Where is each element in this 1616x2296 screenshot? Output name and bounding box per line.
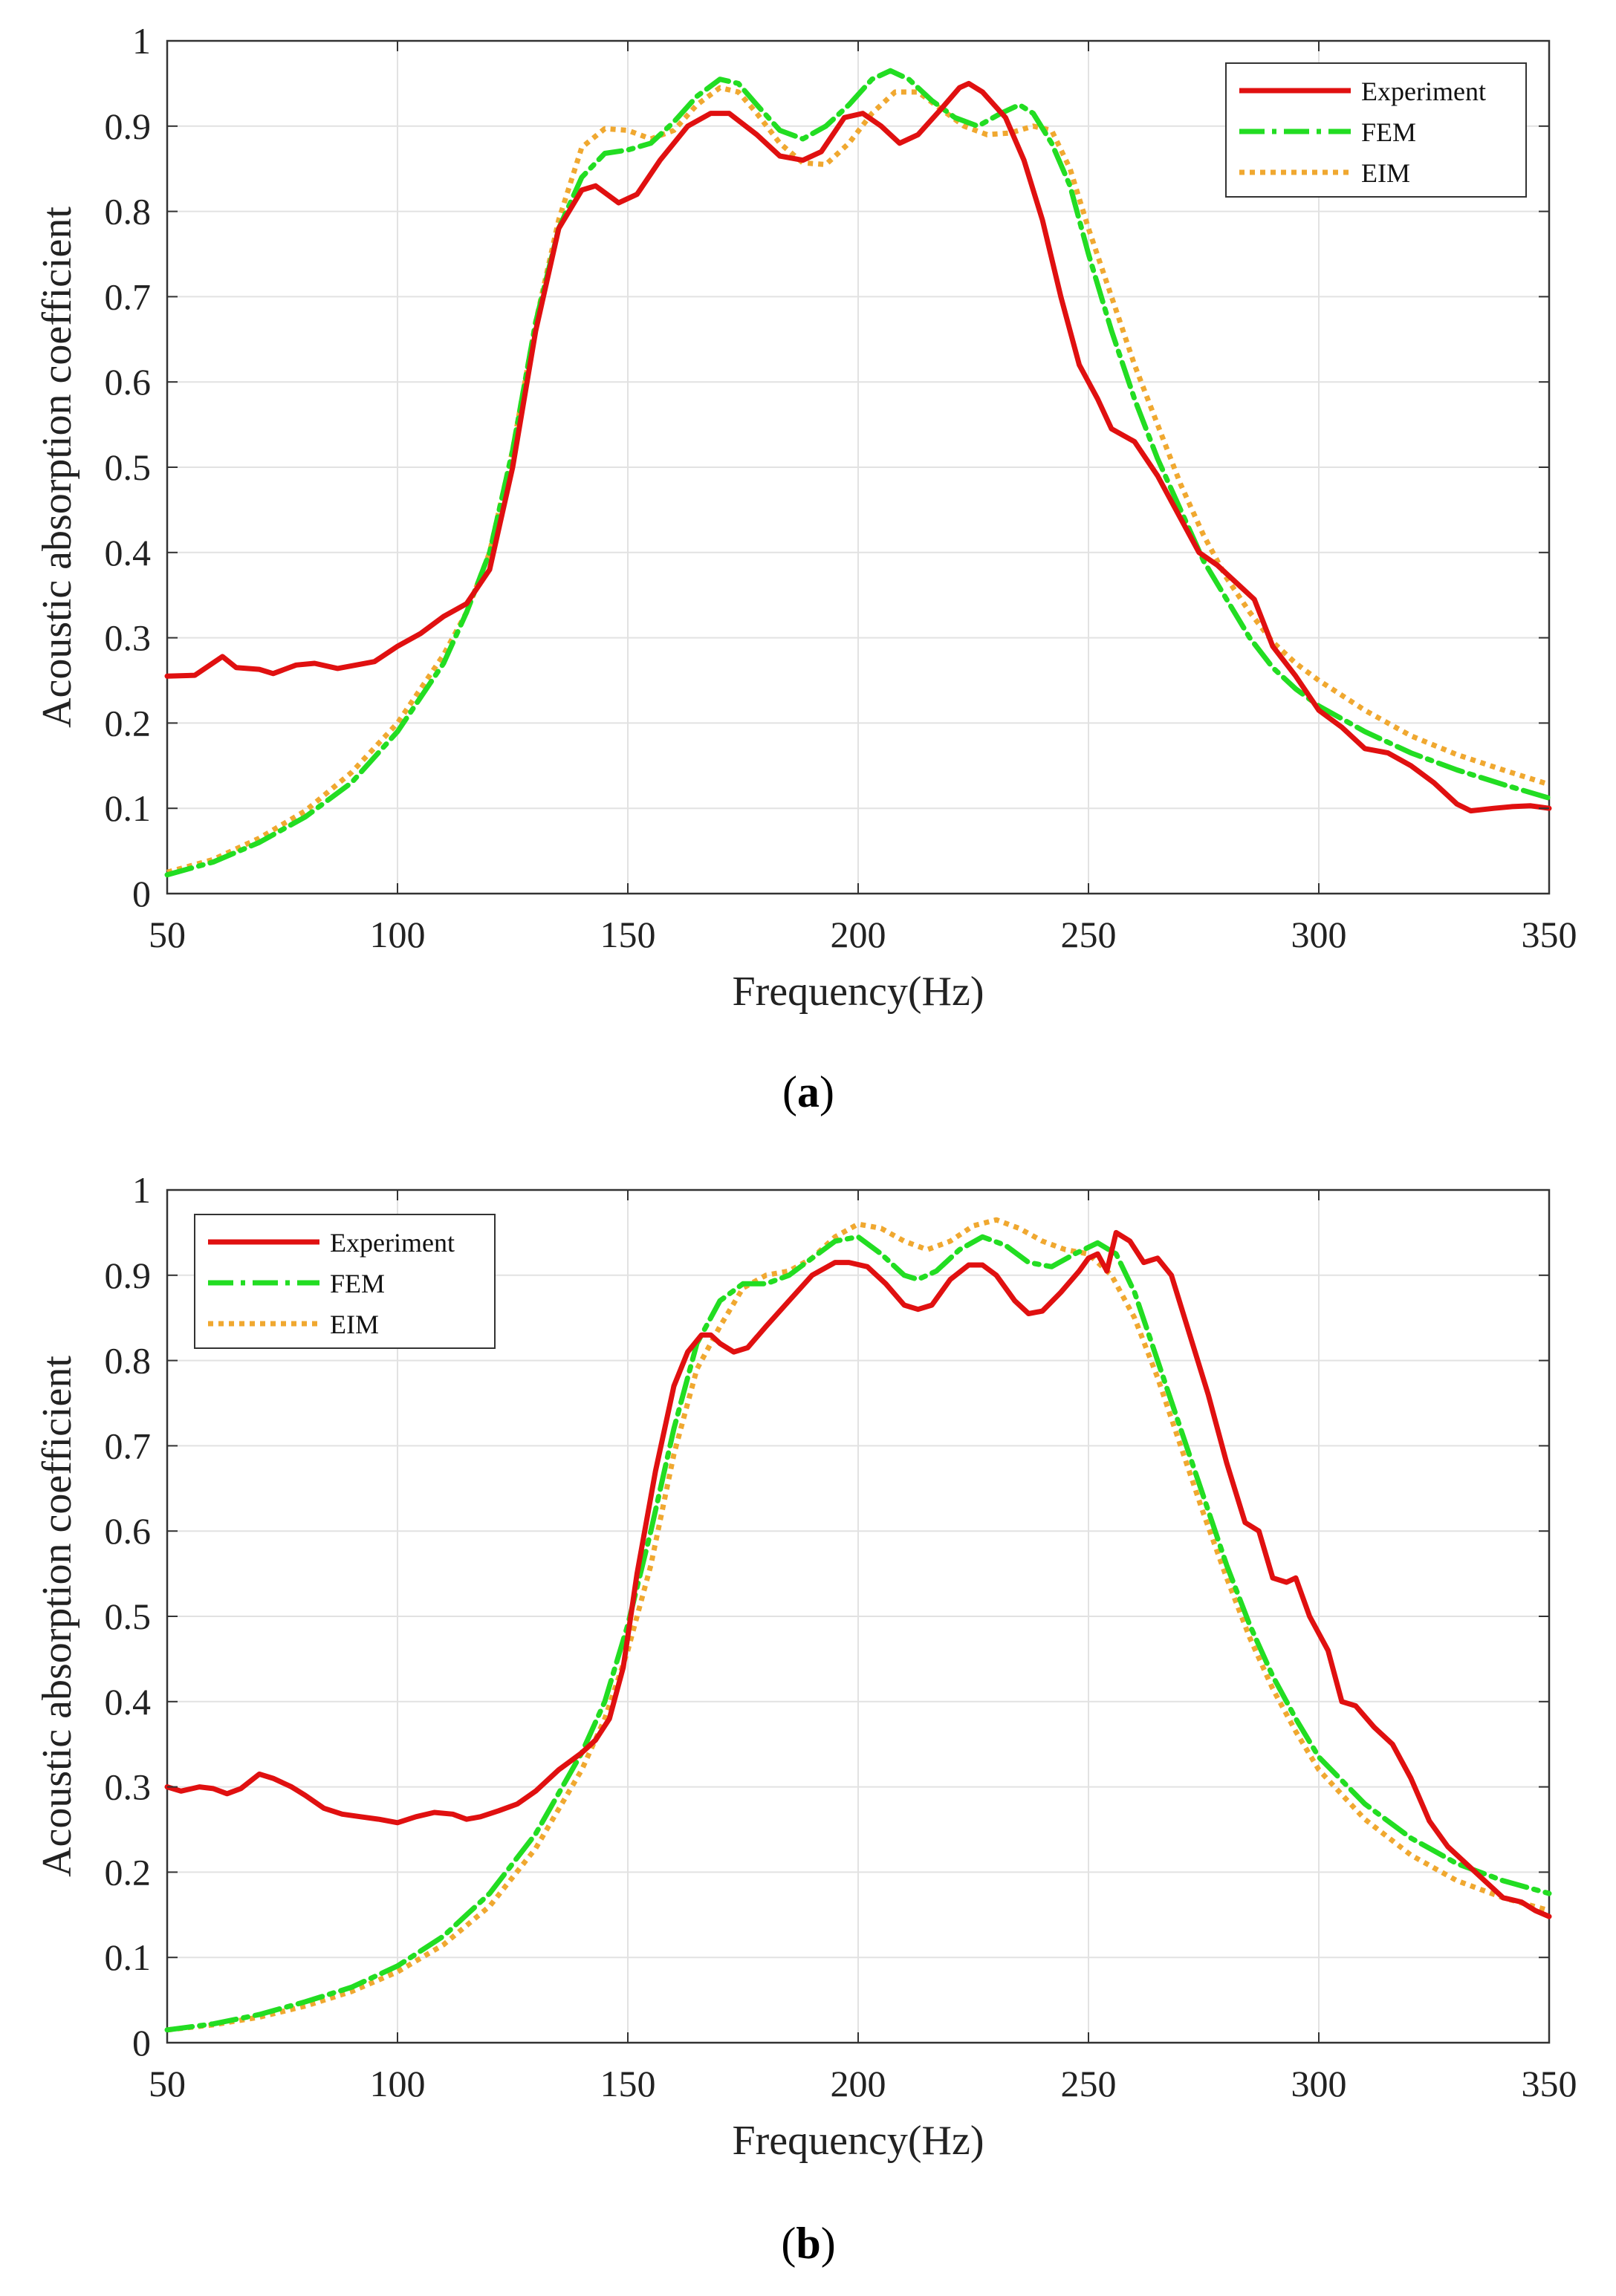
x-tick-label: 50 [149,914,186,955]
x-axis-title-a: Frequency(Hz) [733,969,984,1015]
y-tick-label: 0.2 [105,1851,152,1893]
y-tick-label: 0.1 [105,787,152,829]
y-tick-label: 0.4 [105,532,152,573]
legend-label-eim: EIM [1361,158,1410,188]
series-line-fem [164,1234,1552,2033]
series-layer-a [164,68,1552,878]
y-axis-title-a: Acoustic absorption coefficient [34,206,80,728]
y-tick-label: 0.3 [105,617,152,659]
chart-panel-a: 0 0.1 0.2 0.3 0.4 0.5 0.6 0.7 0.8 0.9 1 50 100 150 20… [0,0,1616,1136]
x-tick-label: 250 [1061,2063,1117,2104]
legend-label-fem: FEM [330,1269,385,1298]
y-tick-label: 0.9 [105,105,152,147]
legend-label-fem: FEM [1361,117,1416,147]
chart-b: 0 0.1 0.2 0.3 0.4 0.5 0.6 0.7 0.8 0.9 1 50 100 150 20… [34,1169,1577,2268]
y-tick-label: 0 [132,2022,151,2064]
x-tick-label: 300 [1291,914,1347,955]
y-tick-label: 0.1 [105,1936,152,1978]
x-tick-label: 100 [370,914,426,955]
series-layer-b [164,1217,1552,2033]
legend-label-experiment: Experiment [330,1228,455,1258]
x-ticks-b: 50 100 150 200 250 300 350 [149,1190,1577,2104]
y-tick-label: 0.2 [105,702,152,744]
x-ticks-a: 50 100 150 200 250 300 350 [149,41,1577,955]
y-tick-label: 0.6 [105,361,152,403]
series-line-eim [166,85,1551,875]
x-tick-label: 100 [370,2063,426,2104]
x-tick-label: 200 [831,914,886,955]
legend-b: Experiment FEM EIM [194,1214,496,1349]
caption-a: (a) [782,1067,834,1116]
series-line-fem [164,68,1552,878]
y-tick-label: 0 [132,873,151,914]
y-tick-label: 0.7 [105,276,152,317]
y-tick-label: 0.8 [105,191,152,232]
y-tick-label: 1 [132,20,151,62]
caption-letter-a: a [797,1067,820,1116]
grid-a [167,41,1549,894]
x-tick-label: 300 [1291,2063,1347,2104]
chart-panel-b: 0 0.1 0.2 0.3 0.4 0.5 0.6 0.7 0.8 0.9 1 50 100 150 20… [0,1159,1616,2295]
x-tick-label: 350 [1522,2063,1577,2104]
legend-label-experiment: Experiment [1361,77,1486,106]
legend-a: Experiment FEM EIM [1225,62,1527,198]
series-line-experiment [164,80,1552,814]
series-line-experiment [164,1229,1552,1919]
caption-b: (b) [781,2219,835,2268]
x-tick-label: 250 [1061,914,1117,955]
legend-label-eim: EIM [330,1310,379,1339]
y-ticks-a: 0 0.1 0.2 0.3 0.4 0.5 0.6 0.7 0.8 0.9 1 [105,20,1549,914]
caption-letter-b: b [796,2219,820,2268]
y-tick-label: 1 [132,1169,151,1211]
y-axis-title-b: Acoustic absorption coefficient [34,1356,80,1877]
y-tick-label: 0.5 [105,446,152,488]
y-tick-label: 0.5 [105,1596,152,1637]
chart-a: 0 0.1 0.2 0.3 0.4 0.5 0.6 0.7 0.8 0.9 1 50 100 150 20… [34,20,1577,1116]
y-tick-label: 0.6 [105,1510,152,1552]
x-tick-label: 50 [149,2063,186,2104]
y-tick-label: 0.8 [105,1340,152,1382]
y-tick-label: 0.7 [105,1425,152,1466]
y-tick-label: 0.4 [105,1681,152,1723]
x-tick-label: 350 [1522,914,1577,955]
y-tick-label: 0.3 [105,1766,152,1808]
x-tick-label: 200 [831,2063,886,2104]
y-ticks-b: 0 0.1 0.2 0.3 0.4 0.5 0.6 0.7 0.8 0.9 1 [105,1169,1549,2064]
x-tick-label: 150 [600,914,656,955]
y-tick-label: 0.9 [105,1255,152,1296]
x-tick-label: 150 [600,2063,656,2104]
x-axis-title-b: Frequency(Hz) [733,2118,984,2164]
